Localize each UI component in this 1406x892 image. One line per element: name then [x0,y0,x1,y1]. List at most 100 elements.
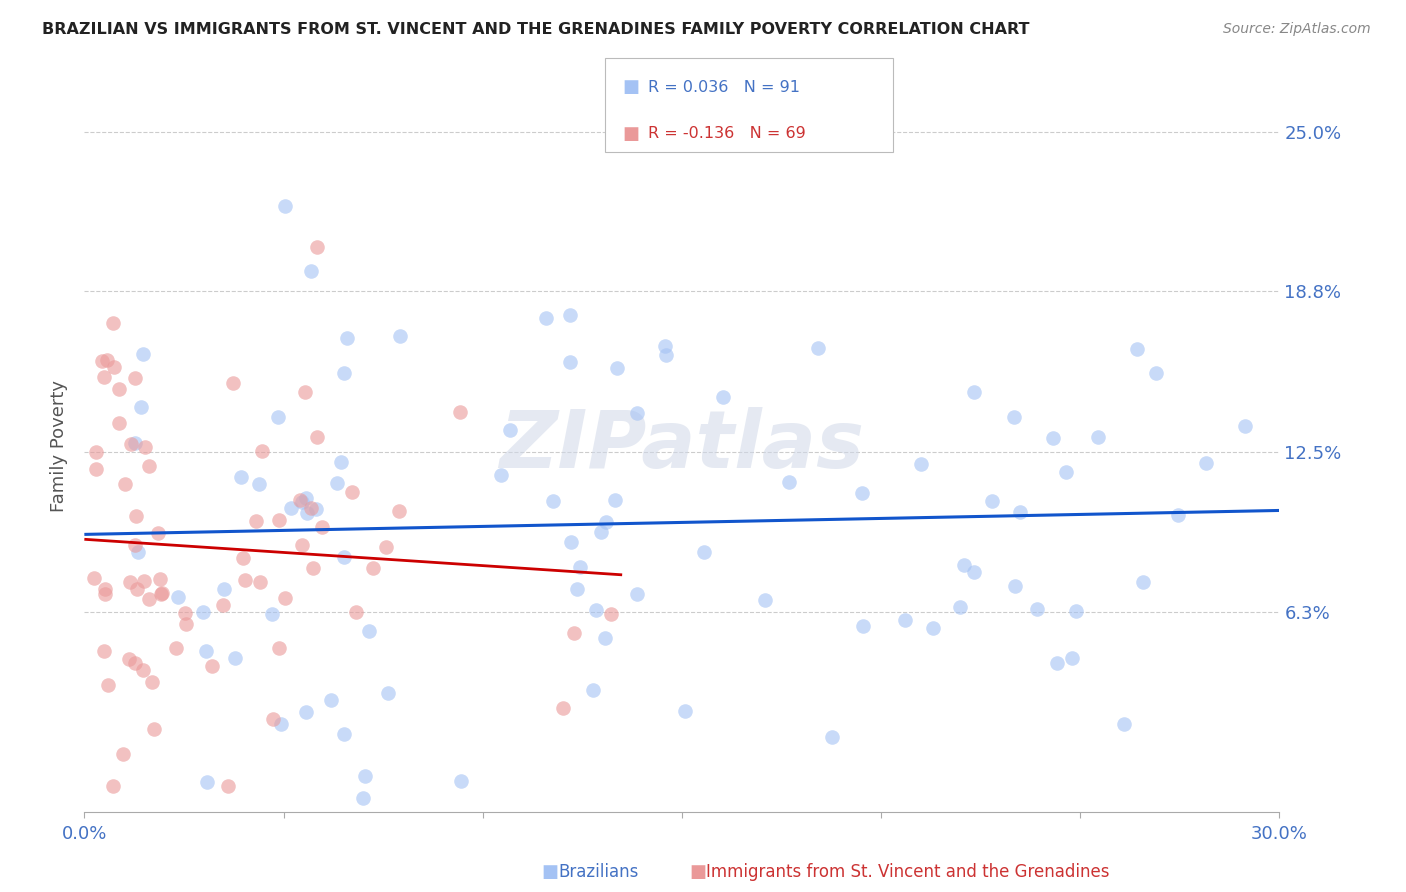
Point [195,775,218,789]
Point [1112,717,1135,731]
Point [229,470,252,484]
Point [247,477,270,491]
Point [603,492,626,507]
Point [852,619,875,633]
Point [568,560,591,574]
Point [489,468,512,483]
Point [344,605,367,619]
Point [332,366,354,380]
Point [582,683,605,698]
Text: Source: ZipAtlas.com: Source: ZipAtlas.com [1223,22,1371,37]
Point [138,459,160,474]
Point [118,574,141,589]
Point [1132,575,1154,590]
Point [107,417,129,431]
Text: ■: ■ [541,863,558,881]
Point [165,640,187,655]
Point [299,264,322,278]
Point [655,348,678,362]
Point [201,659,224,673]
Point [93,369,115,384]
Point [354,769,377,783]
Point [124,436,146,450]
Point [305,502,328,516]
Point [953,558,976,572]
Point [124,538,146,552]
Point [267,410,290,425]
Point [450,773,472,788]
Point [600,607,623,621]
Point [1004,579,1026,593]
Point [124,371,146,385]
Point [94,587,117,601]
Point [1046,656,1069,670]
Point [262,607,284,621]
Point [553,700,575,714]
Point [332,727,354,741]
Point [112,747,135,761]
Point [585,603,607,617]
Point [302,561,325,575]
Point [150,586,173,600]
Point [146,526,169,541]
Point [245,514,267,528]
Point [560,535,582,549]
Point [134,440,156,454]
Point [307,240,329,254]
Point [807,341,830,355]
Point [754,593,776,607]
Point [93,644,115,658]
Point [195,644,218,658]
Point [249,574,271,589]
Y-axis label: Family Poverty: Family Poverty [49,380,67,512]
Text: 0.0%: 0.0% [62,824,107,843]
Text: ■: ■ [623,78,640,96]
Point [267,513,290,527]
Point [329,455,352,469]
Point [143,722,166,736]
Point [1233,419,1256,434]
Point [593,631,616,645]
Text: R = 0.036   N = 91: R = 0.036 N = 91 [648,80,800,95]
Point [288,493,311,508]
Text: 30.0%: 30.0% [1251,824,1308,843]
Point [626,406,648,420]
Point [1042,431,1064,445]
Point [149,573,172,587]
Point [262,712,284,726]
Point [352,790,374,805]
Point [336,331,359,345]
Point [591,525,613,540]
Point [357,624,380,638]
Point [280,501,302,516]
Point [619,107,641,121]
Point [299,501,322,516]
Point [118,651,141,665]
Point [1125,342,1147,356]
Point [138,591,160,606]
Text: ■: ■ [689,863,706,881]
Point [232,551,254,566]
Point [319,693,342,707]
Point [297,506,319,520]
Point [606,361,628,376]
Point [125,508,148,523]
Point [1062,650,1084,665]
Point [294,384,316,399]
Point [94,582,117,596]
Point [1054,465,1077,479]
Point [595,516,617,530]
Point [963,384,986,399]
Point [294,705,316,719]
Point [778,475,800,489]
Point [84,444,107,458]
Point [212,582,235,597]
Point [267,640,290,655]
Text: ZIPatlas: ZIPatlas [499,407,865,485]
Point [949,599,972,614]
Point [1002,409,1025,424]
Point [233,574,256,588]
Point [132,574,155,589]
Point [291,495,314,509]
Point [86,462,108,476]
